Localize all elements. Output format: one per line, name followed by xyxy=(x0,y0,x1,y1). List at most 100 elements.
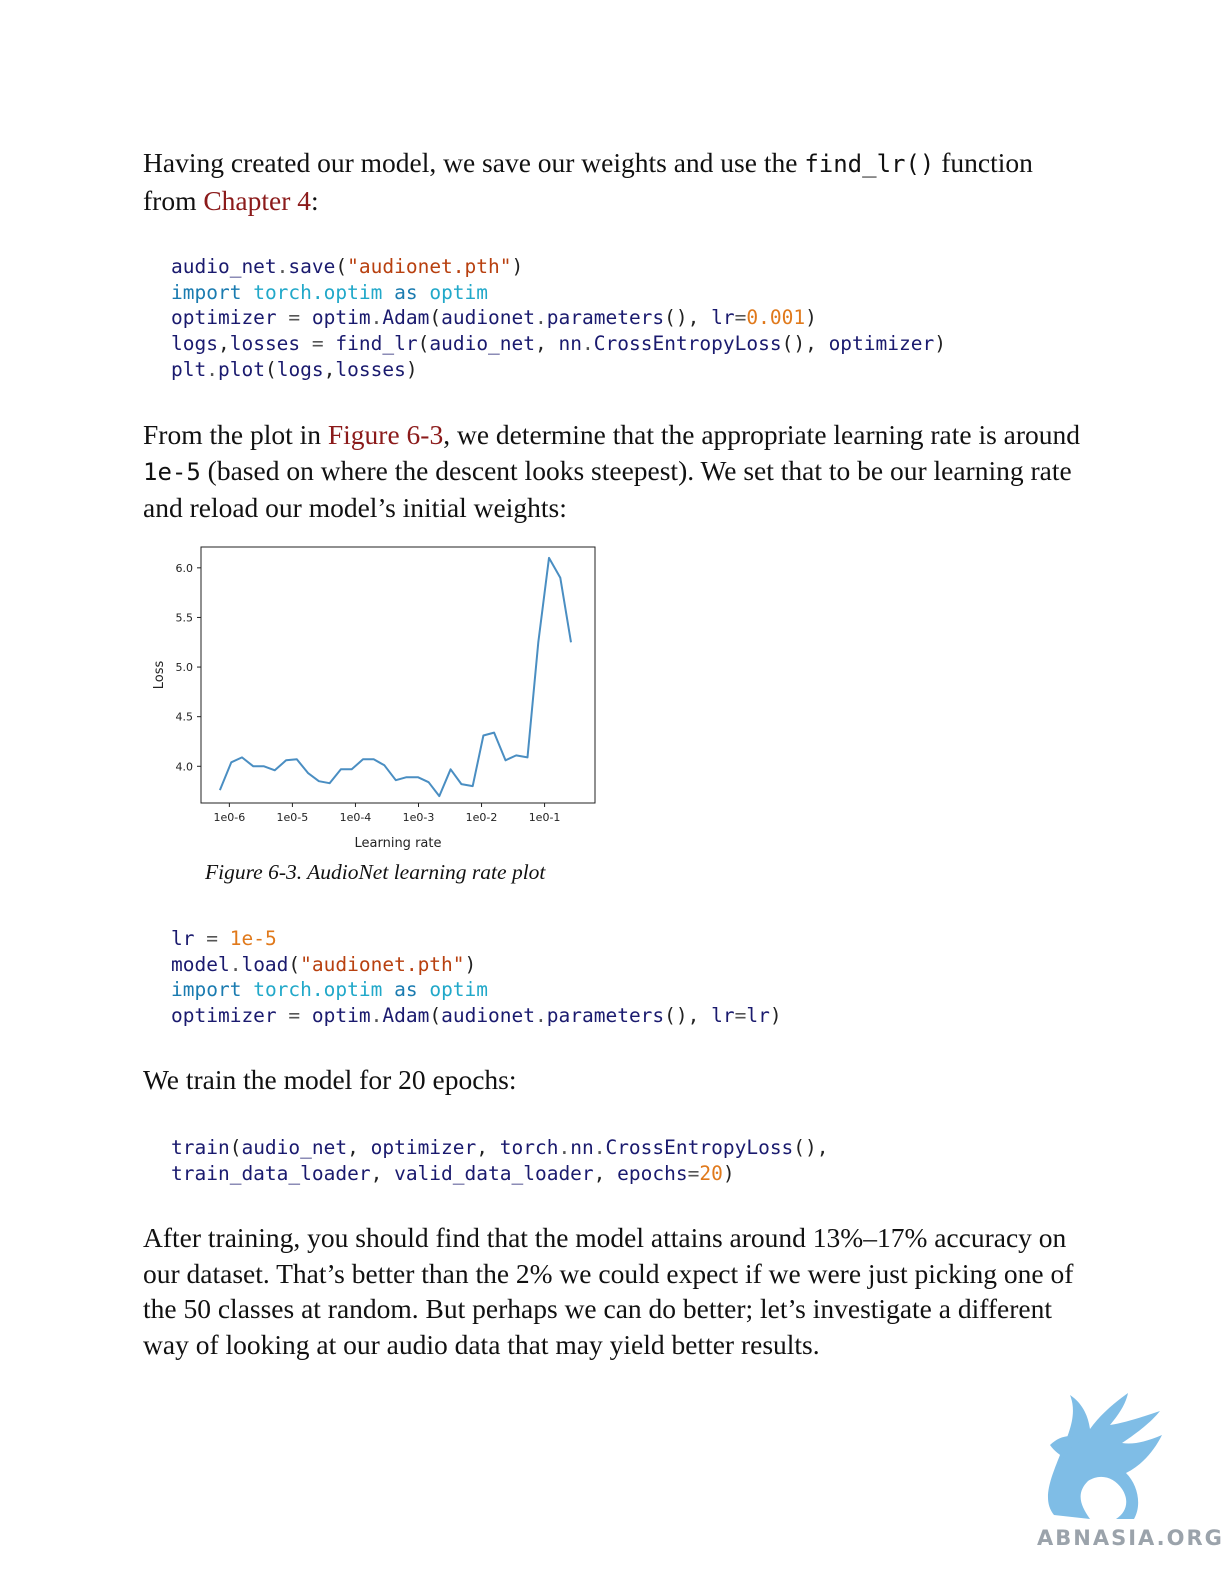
code-token: = xyxy=(311,332,324,356)
code-token: ( xyxy=(288,952,301,976)
code-line: audio_net.save("audionet.pth") xyxy=(171,255,523,278)
code-line: optimizer = optim.Adam(audionet.paramete… xyxy=(171,1004,782,1027)
code-token: as xyxy=(394,280,418,304)
code-token xyxy=(194,927,206,950)
code-token: optim xyxy=(429,978,489,1002)
code-token xyxy=(300,306,312,329)
code-token: (), xyxy=(664,306,712,330)
code-token: = xyxy=(734,1004,747,1028)
code-token: optim xyxy=(429,280,489,304)
code-token: lr xyxy=(746,1004,770,1028)
code-token: plt xyxy=(171,357,207,381)
link-chapter-4[interactable]: Chapter 4 xyxy=(203,184,312,216)
code-token: torch.optim xyxy=(253,978,383,1002)
code-token: find_lr xyxy=(335,332,418,356)
code-token: optim xyxy=(311,306,371,330)
code-token: (), xyxy=(793,1136,829,1159)
code-token: , xyxy=(323,357,336,381)
code-token xyxy=(300,332,312,355)
code-token: optimizer xyxy=(828,332,935,356)
code-token: audio_net xyxy=(429,332,536,356)
y-tick-label: 5.0 xyxy=(176,661,194,674)
code-token: ) xyxy=(511,255,524,278)
code-token: ) xyxy=(805,306,817,330)
code-token: optimizer xyxy=(171,1004,277,1028)
code-token: . xyxy=(370,306,383,330)
code-line: optimizer = optim.Adam(audionet.paramete… xyxy=(171,306,817,329)
paragraph-learning-rate: From the plot in Figure 6-3, we determin… xyxy=(143,419,1081,523)
griffin-body xyxy=(1047,1393,1162,1519)
code-token xyxy=(382,978,394,1001)
code-block-train: train(audio_net, optimizer, torch.nn.Cro… xyxy=(171,1135,829,1186)
code-token: audionet xyxy=(441,1004,536,1028)
code-token: . xyxy=(370,1004,383,1028)
figure-caption: Figure 6-3. AudioNet learning rate plot xyxy=(205,860,546,884)
code-token: . xyxy=(229,952,242,976)
code-token: train_data_loader xyxy=(171,1161,371,1185)
code-token: torch xyxy=(499,1136,559,1159)
code-token: , xyxy=(593,1161,618,1185)
code-token: ( xyxy=(264,357,277,381)
inline-code-find-lr: find_lr() xyxy=(804,150,935,178)
code-token: CrossEntropyLoss xyxy=(593,332,782,356)
code-line: plt.plot(logs,losses) xyxy=(171,358,418,381)
code-token: ) xyxy=(769,1004,782,1028)
x-tick-label: 1e0-4 xyxy=(340,811,372,824)
loss-series-line xyxy=(218,556,572,798)
code-token: model xyxy=(171,952,230,976)
code-token: logs xyxy=(171,332,218,356)
x-tick-label: 1e0-3 xyxy=(403,811,435,824)
code-line: import torch.optim as optim xyxy=(171,978,488,1001)
code-token: ) xyxy=(464,952,477,976)
code-token: ( xyxy=(417,332,430,356)
code-token: import xyxy=(171,978,242,1002)
link-figure-6-3[interactable]: Figure 6-3 xyxy=(327,419,444,450)
griffin-head xyxy=(1050,1436,1082,1459)
code-token: 20 xyxy=(699,1161,723,1185)
code-line: train_data_loader, valid_data_loader, ep… xyxy=(171,1162,735,1185)
code-line: logs,losses = find_lr(audio_net, nn.Cros… xyxy=(171,332,946,355)
code-token: . xyxy=(582,332,594,356)
code-line: import torch.optim as optim xyxy=(171,281,488,304)
code-token: , xyxy=(347,1136,371,1159)
code-token xyxy=(277,306,289,329)
code-token: . xyxy=(206,357,218,381)
code-token: . xyxy=(535,306,547,330)
code-token: . xyxy=(535,1004,547,1028)
learning-rate-figure: 4.0 4.5 5.0 5.5 6.0 1e0-6 1e0-5 1e0-4 1e0-3 1e0-2… xyxy=(145,540,605,865)
code-token: load xyxy=(241,952,289,976)
code-token: save xyxy=(288,255,336,278)
code-token: ( xyxy=(429,1004,442,1028)
code-token: losses xyxy=(335,357,406,381)
code-token: audionet xyxy=(441,306,536,330)
code-token xyxy=(300,1004,312,1027)
code-token: parameters xyxy=(546,306,665,330)
code-token: parameters xyxy=(546,1004,665,1028)
code-token: audio_net xyxy=(241,1136,348,1159)
code-token: optim xyxy=(311,1004,371,1028)
code-token: audio_net xyxy=(171,255,277,278)
code-token: (), xyxy=(664,1004,712,1028)
code-token: losses xyxy=(229,332,301,356)
y-tick-label: 6.0 xyxy=(176,562,194,575)
y-tick-label: 4.5 xyxy=(176,711,194,724)
code-token: = xyxy=(687,1161,700,1185)
x-tick-label: 1e0-6 xyxy=(214,811,246,824)
x-tick-label: 1e0-2 xyxy=(466,811,498,824)
code-token: ) xyxy=(405,357,418,381)
code-token: train xyxy=(171,1136,230,1159)
code-token xyxy=(218,927,230,950)
code-token: plot xyxy=(217,357,265,381)
code-token xyxy=(418,281,430,304)
code-token xyxy=(241,978,253,1001)
code-token xyxy=(324,332,336,355)
code-line: train(audio_net, optimizer, torch.nn.Cro… xyxy=(171,1136,829,1159)
code-token: . xyxy=(593,1136,606,1159)
y-tick-label: 5.5 xyxy=(176,611,194,624)
code-token: ) xyxy=(722,1161,735,1185)
code-token: = xyxy=(288,1004,301,1028)
code-token: lr xyxy=(711,1004,735,1028)
code-block-find-lr: audio_net.save("audionet.pth") import to… xyxy=(171,254,946,383)
code-token: nn xyxy=(570,1136,594,1159)
code-token: = xyxy=(734,306,747,330)
